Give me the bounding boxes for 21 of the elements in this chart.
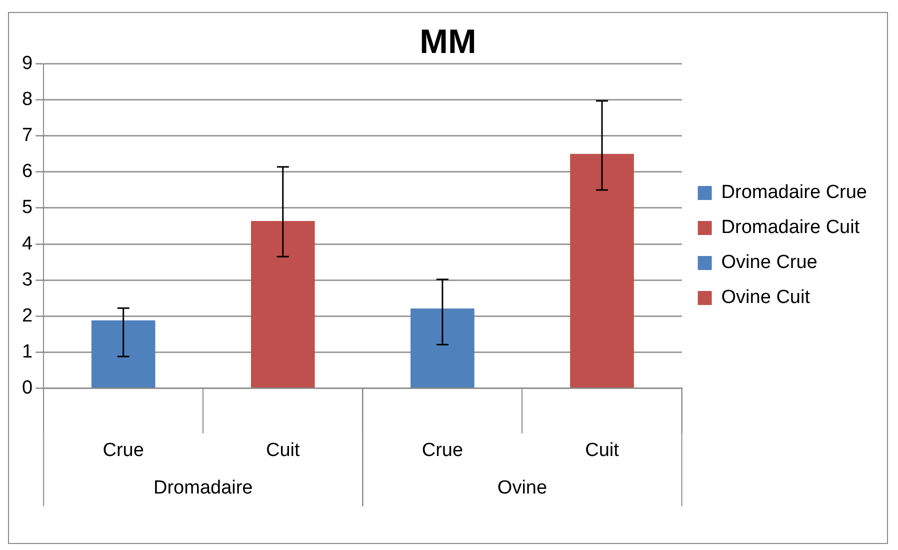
y-tick-label: 5	[22, 197, 33, 218]
y-tick-label: 1	[22, 341, 33, 362]
legend-label: Ovine Crue	[721, 252, 818, 274]
x-tick-label: Crue	[102, 440, 144, 461]
y-tick-label: 4	[22, 233, 33, 254]
x-tick-label: Cuit	[266, 440, 301, 461]
y-tick-label: 8	[22, 89, 33, 110]
legend-label: Ovine Cuit	[721, 287, 811, 308]
legend-label: Dromadaire Crue	[721, 182, 868, 204]
x-tick-label: Cuit	[585, 440, 620, 461]
legend-label: Dromadaire Cuit	[721, 217, 860, 238]
y-tick-label: 9	[22, 53, 33, 74]
y-tick-label: 3	[22, 269, 33, 290]
y-tick-label: 2	[22, 305, 33, 326]
y-tick-label: 7	[22, 125, 33, 146]
text: Dromadaire	[153, 477, 253, 498]
chart-title: MM	[420, 22, 476, 61]
y-tick-label: 0	[22, 377, 33, 398]
y-tick-label: 6	[22, 161, 33, 182]
text: Ovine	[497, 477, 548, 498]
x-tick-label: Crue	[422, 440, 464, 461]
